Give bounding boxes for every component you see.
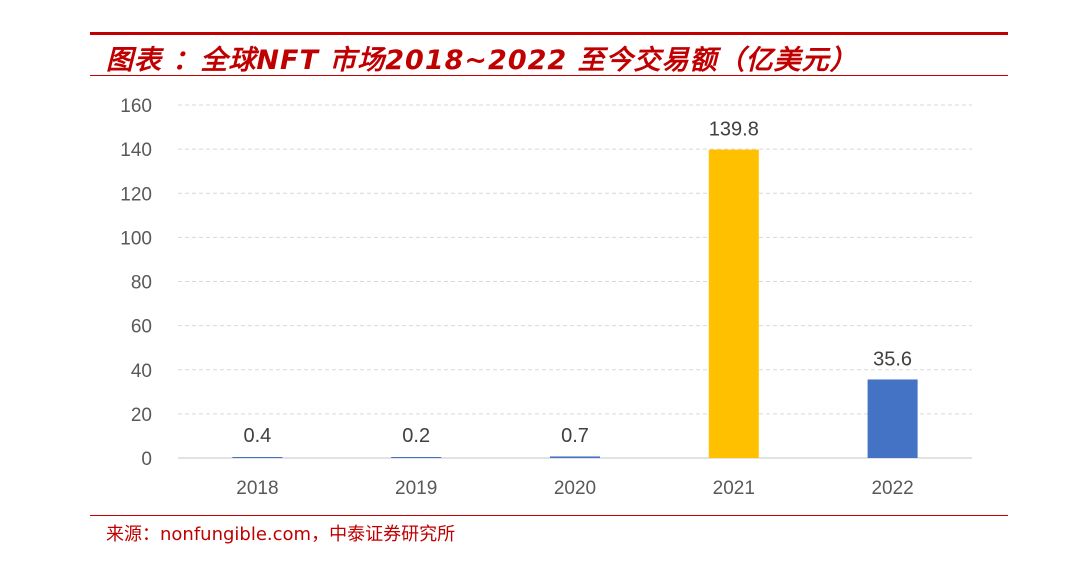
- x-category-label-2019: 2019: [395, 478, 437, 499]
- x-category-label-2018: 2018: [236, 478, 278, 499]
- y-tick-label: 20: [131, 405, 152, 426]
- y-tick-label: 80: [131, 273, 152, 294]
- gridlines: [178, 104, 972, 415]
- data-label-2021: 139.8: [709, 119, 759, 141]
- x-axis-categories: 2018 2019 2020 2021 2022: [236, 478, 913, 499]
- bar-chart: 0 20 40 60 80 100 120 140 160 0.4 0.2 0.7 139.8 35.6…: [120, 96, 972, 499]
- y-tick-label: 100: [120, 228, 152, 249]
- bar-2021: [708, 149, 759, 458]
- bar-2022: [867, 379, 918, 458]
- y-tick-label: 0: [141, 449, 152, 470]
- y-tick-label: 120: [120, 184, 152, 205]
- data-label-2022: 35.6: [873, 348, 912, 370]
- bar-2020: [550, 456, 600, 458]
- y-axis-ticks: 0 20 40 60 80 100 120 140 160: [120, 96, 152, 470]
- y-tick-label: 140: [120, 140, 152, 161]
- x-category-label-2020: 2020: [554, 478, 596, 499]
- bar-2018: [232, 457, 283, 458]
- source-note: 来源：nonfungible.com，中泰证券研究所: [106, 524, 456, 545]
- data-labels: 0.4 0.2 0.7 139.8 35.6: [243, 119, 912, 447]
- bar-2019: [391, 457, 442, 458]
- footer-rule: [90, 515, 1008, 516]
- x-category-label-2021: 2021: [713, 478, 755, 499]
- data-label-2019: 0.2: [402, 425, 430, 447]
- bars: [232, 149, 918, 458]
- data-label-2020: 0.7: [561, 425, 589, 447]
- y-tick-label: 40: [131, 361, 152, 382]
- data-label-2018: 0.4: [243, 425, 271, 447]
- top-rule: [90, 32, 1008, 35]
- figure-title: 图表 ：全球NFT 市场2018~2022 至今交易额（亿美元）: [106, 45, 858, 76]
- y-tick-label: 60: [131, 317, 152, 338]
- x-category-label-2022: 2022: [871, 478, 913, 499]
- y-tick-label: 160: [120, 96, 152, 117]
- title-rule: [90, 75, 1008, 76]
